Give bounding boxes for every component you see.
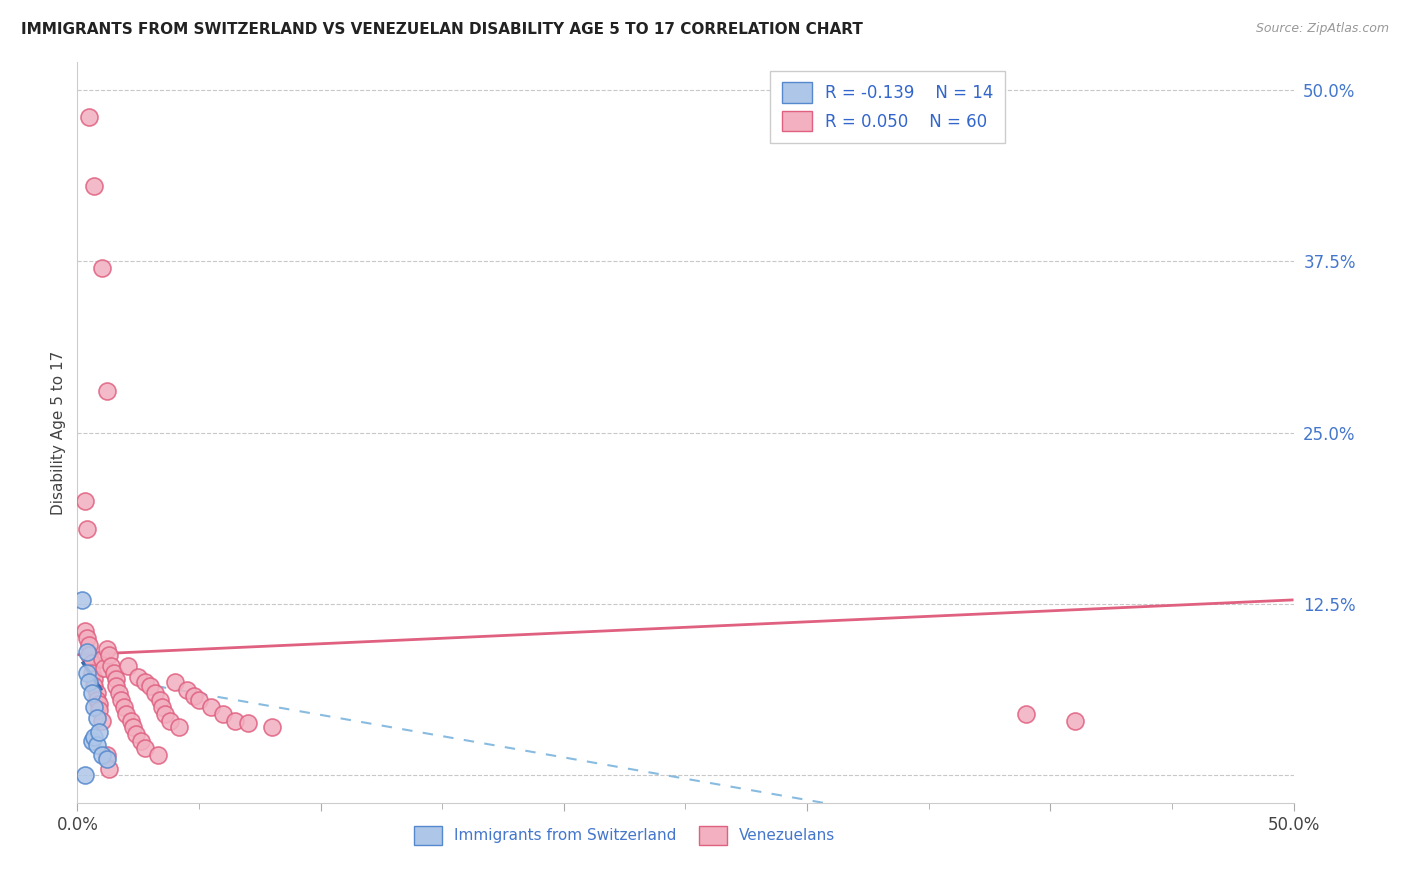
Point bbox=[176, 683, 198, 698]
Point bbox=[129, 734, 152, 748]
Y-axis label: Disability Age 5 to 17: Disability Age 5 to 17 bbox=[51, 351, 66, 515]
Point bbox=[149, 693, 172, 707]
Point bbox=[120, 714, 142, 728]
Point bbox=[89, 697, 111, 711]
Point bbox=[79, 648, 101, 662]
Point bbox=[122, 720, 145, 734]
Point bbox=[100, 658, 122, 673]
Point bbox=[143, 686, 166, 700]
Point bbox=[80, 686, 103, 700]
Point bbox=[76, 645, 98, 659]
Point bbox=[86, 711, 108, 725]
Point bbox=[79, 638, 101, 652]
Point bbox=[134, 741, 156, 756]
Point bbox=[127, 670, 149, 684]
Point bbox=[79, 675, 101, 690]
Point bbox=[76, 522, 98, 536]
Point bbox=[163, 675, 186, 690]
Point bbox=[90, 652, 112, 666]
Point bbox=[134, 675, 156, 690]
Text: IMMIGRANTS FROM SWITZERLAND VS VENEZUELAN DISABILITY AGE 5 TO 17 CORRELATION CHA: IMMIGRANTS FROM SWITZERLAND VS VENEZUELA… bbox=[21, 22, 863, 37]
Point bbox=[89, 702, 111, 716]
Point bbox=[1015, 706, 1038, 721]
Point bbox=[1063, 714, 1085, 728]
Point bbox=[224, 714, 246, 728]
Point bbox=[79, 110, 101, 124]
Point bbox=[76, 665, 98, 680]
Point bbox=[96, 747, 118, 762]
Point bbox=[83, 178, 105, 193]
Point bbox=[125, 727, 148, 741]
Point bbox=[80, 656, 103, 670]
Point bbox=[86, 693, 108, 707]
Point bbox=[260, 720, 283, 734]
Point bbox=[146, 747, 169, 762]
Point bbox=[70, 593, 93, 607]
Point bbox=[236, 716, 259, 731]
Point bbox=[90, 747, 112, 762]
Point bbox=[76, 632, 98, 646]
Point bbox=[169, 720, 191, 734]
Point bbox=[73, 494, 96, 508]
Point bbox=[96, 384, 118, 399]
Point bbox=[153, 706, 176, 721]
Point bbox=[112, 699, 135, 714]
Point bbox=[93, 661, 115, 675]
Point bbox=[73, 624, 96, 639]
Point bbox=[105, 673, 128, 687]
Point bbox=[107, 686, 129, 700]
Legend: Immigrants from Switzerland, Venezuelans: Immigrants from Switzerland, Venezuelans bbox=[408, 820, 841, 851]
Point bbox=[86, 738, 108, 752]
Point bbox=[86, 686, 108, 700]
Point bbox=[183, 689, 205, 703]
Point bbox=[80, 665, 103, 680]
Point bbox=[115, 706, 138, 721]
Point bbox=[80, 734, 103, 748]
Point bbox=[90, 714, 112, 728]
Point bbox=[103, 665, 125, 680]
Point bbox=[105, 679, 128, 693]
Text: Source: ZipAtlas.com: Source: ZipAtlas.com bbox=[1256, 22, 1389, 36]
Point bbox=[83, 679, 105, 693]
Point bbox=[73, 768, 96, 782]
Point bbox=[83, 730, 105, 744]
Point bbox=[96, 642, 118, 657]
Point bbox=[83, 699, 105, 714]
Point bbox=[89, 724, 111, 739]
Point bbox=[200, 699, 222, 714]
Point bbox=[159, 714, 181, 728]
Point bbox=[139, 679, 162, 693]
Point bbox=[188, 693, 211, 707]
Point bbox=[96, 752, 118, 766]
Point bbox=[90, 261, 112, 276]
Point bbox=[83, 673, 105, 687]
Point bbox=[97, 762, 120, 776]
Point bbox=[117, 658, 139, 673]
Point bbox=[97, 648, 120, 662]
Point bbox=[110, 693, 132, 707]
Point bbox=[152, 699, 174, 714]
Point bbox=[212, 706, 235, 721]
